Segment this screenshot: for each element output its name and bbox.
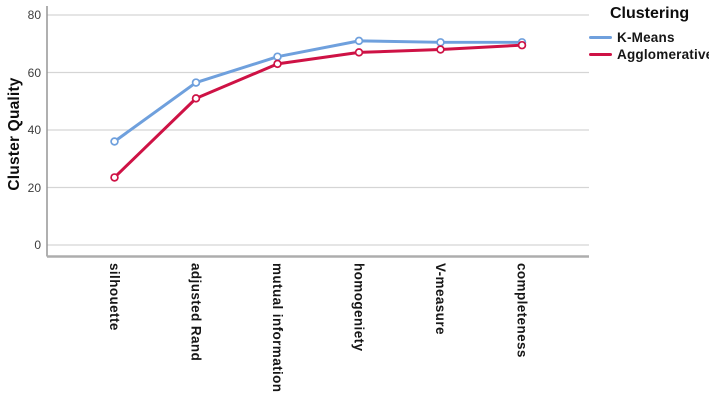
data-point-marker [354, 48, 364, 57]
legend-item: Agglomerative [589, 46, 709, 62]
data-point-marker [110, 173, 119, 182]
legend-swatch-icon [589, 52, 612, 56]
data-point-marker [436, 38, 445, 47]
x-category-label: mutual information [270, 263, 285, 393]
data-point-marker [517, 40, 527, 50]
data-point-marker [273, 52, 282, 61]
y-tick-label: 20 [27, 180, 41, 195]
legend-item-label: K-Means [617, 29, 675, 45]
x-category-label: completeness [514, 263, 530, 358]
data-point-marker [436, 45, 445, 54]
data-point-marker [191, 78, 201, 87]
legend: Clustering K-Means Agglomerative [589, 5, 709, 62]
y-tick-label: 60 [27, 65, 41, 80]
data-point-marker [110, 137, 119, 146]
series-line-k-means [113, 39, 524, 143]
x-category-label: adjusted Rand [188, 263, 204, 362]
y-tick-label: 0 [34, 238, 41, 252]
legend-item-label: Agglomerative [617, 46, 709, 62]
data-point-marker [191, 94, 201, 103]
legend-swatch-icon [589, 35, 612, 39]
x-category-label: V-measure [433, 263, 448, 335]
series-line-agglomerative [113, 43, 524, 179]
legend-item: K-Means [589, 29, 709, 45]
y-tick-label: 80 [27, 8, 41, 22]
legend-items: K-Means Agglomerative [589, 29, 709, 62]
data-point-marker [354, 36, 364, 46]
x-category-label: homogeniety [351, 263, 367, 352]
x-category-label: silhouette [107, 263, 122, 331]
y-tick-label: 40 [27, 123, 41, 137]
legend-title: Clustering [610, 5, 690, 22]
data-point-marker [273, 59, 282, 69]
